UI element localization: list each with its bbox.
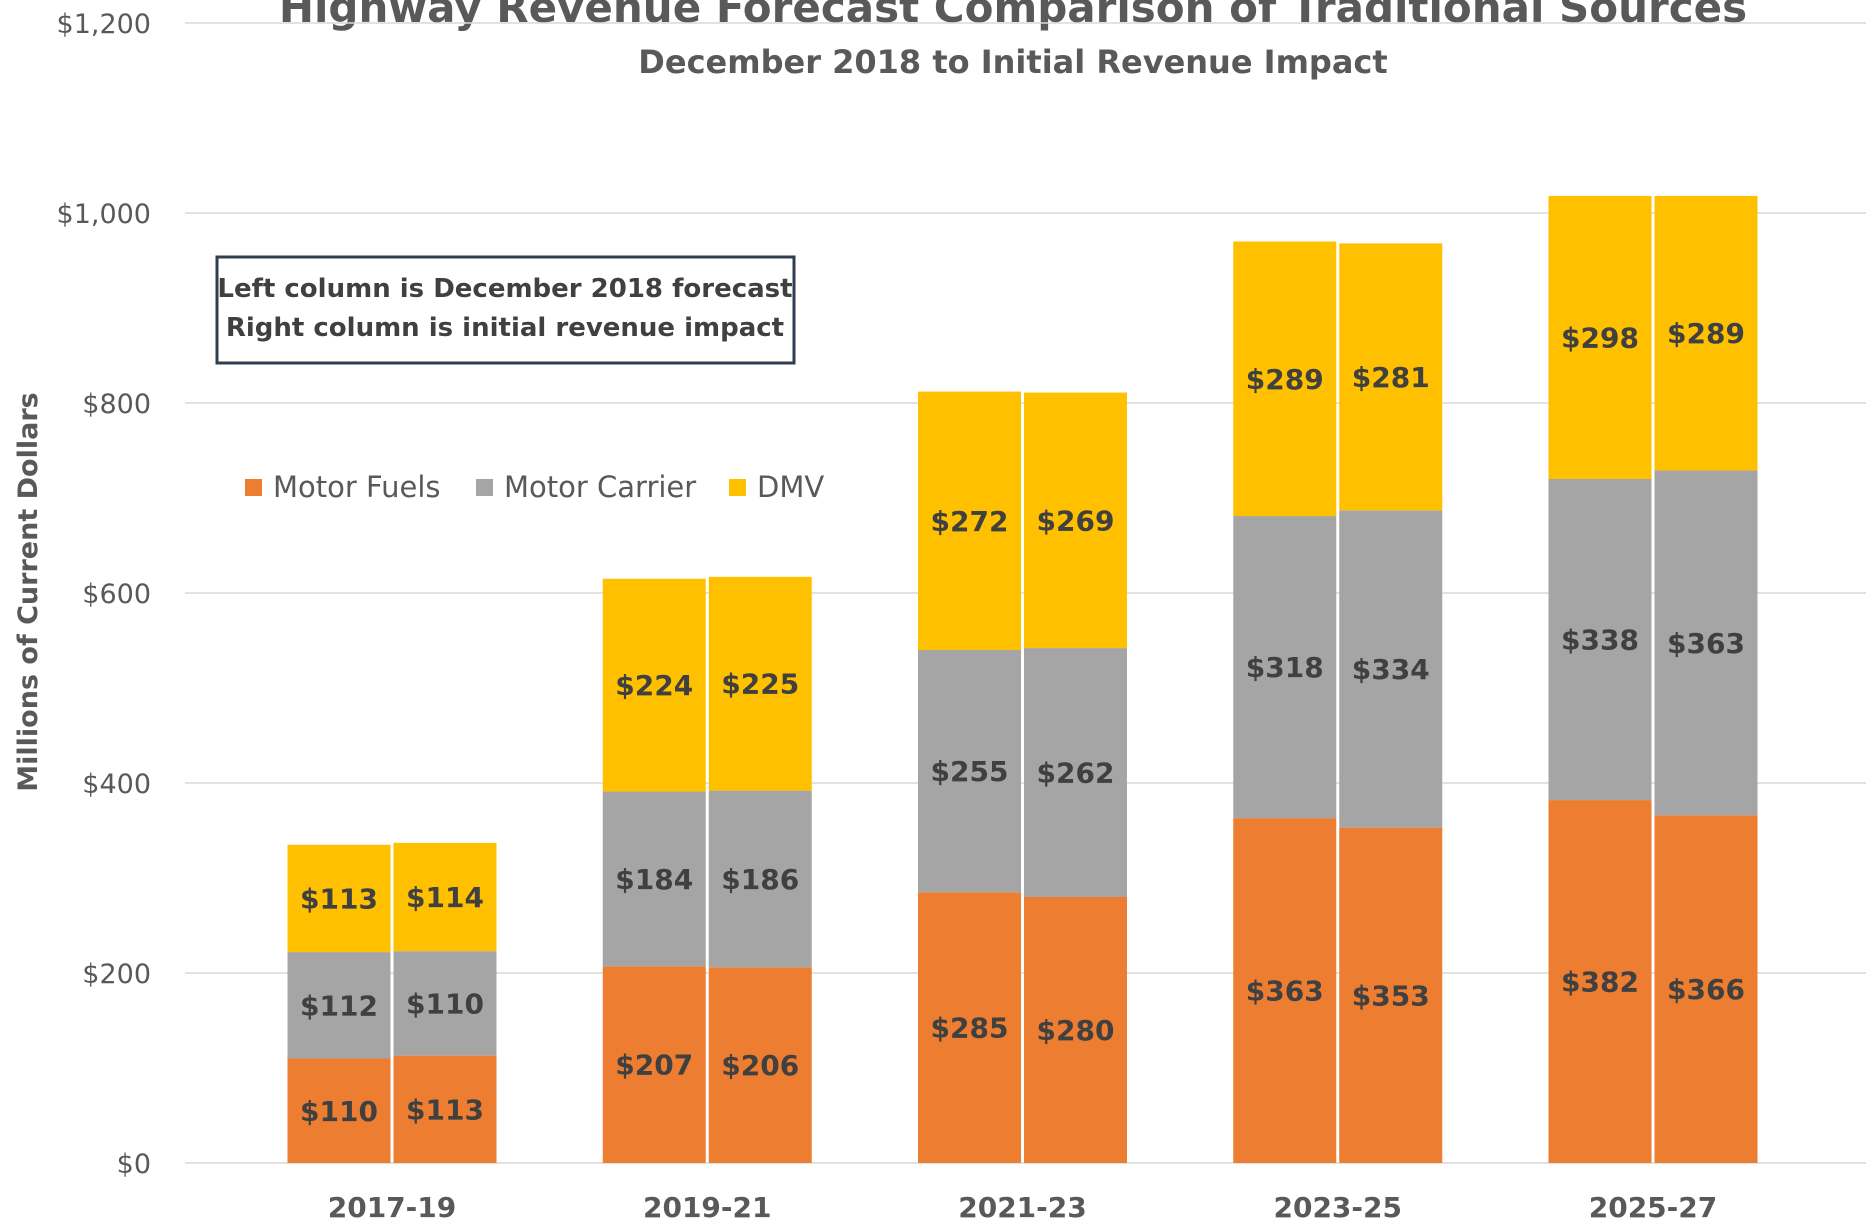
data-label: $363 xyxy=(1667,627,1745,660)
data-label: $255 xyxy=(931,755,1009,788)
bar-segment xyxy=(1548,479,1652,801)
y-tick-label: $1,000 xyxy=(57,199,151,230)
data-label: $289 xyxy=(1667,317,1745,350)
data-label: $281 xyxy=(1352,361,1430,394)
chart-title: Highway Revenue Forecast Comparison of T… xyxy=(279,0,1747,32)
x-tick-label: 2025-27 xyxy=(1589,1191,1718,1223)
bar-segment xyxy=(1654,195,1758,471)
bar-segment xyxy=(1024,897,1127,1163)
data-label: $318 xyxy=(1246,651,1324,684)
y-axis-label: Millions of Current Dollars xyxy=(13,392,44,791)
data-label: $186 xyxy=(721,863,799,896)
data-label: $225 xyxy=(721,668,799,701)
annotation-line: Right column is initial revenue impact xyxy=(226,313,784,343)
legend-label: Motor Fuels xyxy=(273,470,441,504)
bar-segment xyxy=(1024,648,1127,897)
chart-subtitle: December 2018 to Initial Revenue Impact xyxy=(638,43,1387,81)
data-label: $113 xyxy=(300,882,378,915)
bar-segment xyxy=(1024,392,1127,649)
data-label: $382 xyxy=(1561,966,1639,999)
bar-segment xyxy=(918,650,1021,893)
y-tick-label: $0 xyxy=(117,1149,151,1180)
data-label: $206 xyxy=(721,1049,799,1082)
x-tick-label: 2017-19 xyxy=(328,1191,457,1223)
y-tick-label: $1,200 xyxy=(57,9,151,40)
data-label: $113 xyxy=(406,1093,484,1126)
bar-segment xyxy=(1233,516,1337,819)
annotation-line: Left column is December 2018 forecast xyxy=(217,274,792,304)
x-tick-label: 2021-23 xyxy=(958,1191,1087,1223)
legend-label: DMV xyxy=(757,470,824,504)
bar-segment xyxy=(708,967,812,1163)
bar-segment xyxy=(1233,818,1337,1163)
data-label: $112 xyxy=(300,989,378,1022)
bar-segment xyxy=(918,391,1021,650)
bar-segment xyxy=(393,1055,497,1163)
bar-segment xyxy=(1548,800,1652,1163)
annotation-box xyxy=(215,255,796,365)
bar-segment xyxy=(393,951,497,1056)
bar-segment xyxy=(287,1058,391,1163)
data-label: $298 xyxy=(1561,321,1639,354)
bar-segment xyxy=(287,844,391,953)
data-label: $334 xyxy=(1352,653,1430,686)
legend-swatch xyxy=(245,479,262,496)
bar-segment xyxy=(708,576,812,791)
bar-segment xyxy=(1654,815,1758,1163)
bar-segment xyxy=(602,791,706,967)
data-label: $114 xyxy=(406,881,484,914)
legend-label: Motor Carrier xyxy=(504,470,696,504)
bar-segment xyxy=(602,966,706,1163)
data-label: $224 xyxy=(615,669,693,702)
y-tick-label: $400 xyxy=(82,769,151,800)
legend-swatch xyxy=(729,479,746,496)
data-label: $338 xyxy=(1561,624,1639,657)
data-label: $262 xyxy=(1037,757,1115,790)
y-tick-label: $800 xyxy=(82,389,151,420)
data-label: $285 xyxy=(931,1012,1009,1045)
data-label: $353 xyxy=(1352,979,1430,1012)
bar-segment xyxy=(602,578,706,792)
bar-segment xyxy=(1339,510,1443,828)
data-label: $272 xyxy=(931,505,1009,538)
bar-segment xyxy=(918,892,1021,1163)
bar-segment xyxy=(393,842,497,952)
bar-segment xyxy=(1233,241,1337,517)
bar-segment xyxy=(708,790,812,968)
data-label: $280 xyxy=(1037,1014,1115,1047)
y-tick-label: $600 xyxy=(82,579,151,610)
bar-segment xyxy=(1339,827,1443,1163)
x-tick-label: 2019-21 xyxy=(643,1191,772,1223)
bar-segment xyxy=(1548,195,1652,479)
data-label: $110 xyxy=(406,987,484,1020)
bar-segment xyxy=(1654,470,1758,816)
data-label: $184 xyxy=(615,863,693,896)
data-label: $207 xyxy=(615,1049,693,1082)
x-tick-label: 2023-25 xyxy=(1273,1191,1402,1223)
data-label: $110 xyxy=(300,1095,378,1128)
legend-swatch xyxy=(476,479,493,496)
y-tick-label: $200 xyxy=(82,959,151,990)
data-label: $363 xyxy=(1246,975,1324,1008)
data-label: $269 xyxy=(1037,504,1115,537)
data-label: $366 xyxy=(1667,973,1745,1006)
bar-segment xyxy=(1339,243,1443,511)
bar-segment xyxy=(287,952,391,1059)
data-label: $289 xyxy=(1246,363,1324,396)
